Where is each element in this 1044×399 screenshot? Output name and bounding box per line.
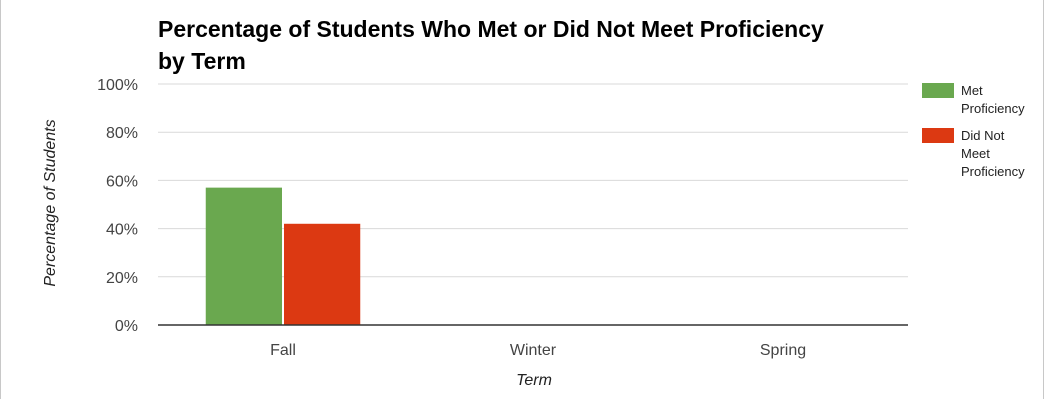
- y-tick-label: 0%: [115, 318, 138, 335]
- y-tick-label: 60%: [106, 173, 138, 190]
- chart-title-line-2: by Term: [158, 48, 246, 74]
- chart-title: Percentage of Students Who Met or Did No…: [158, 16, 824, 74]
- legend-label: Proficiency: [961, 164, 1025, 179]
- x-axis-title: Term: [516, 372, 552, 389]
- chart-title-line-1: Percentage of Students Who Met or Did No…: [158, 16, 824, 42]
- legend-label: Proficiency: [961, 101, 1025, 116]
- x-tick-label: Winter: [510, 342, 557, 359]
- gridlines: [158, 83, 908, 278]
- x-tick-label: Fall: [270, 342, 296, 359]
- legend: Met Proficiency Did Not Meet Proficiency: [922, 83, 1025, 179]
- bar-did-not-meet-proficiency-fall: [284, 223, 361, 325]
- legend-swatch: [922, 83, 954, 98]
- x-tick-label: Spring: [760, 342, 806, 359]
- y-tick-label: 20%: [106, 270, 138, 287]
- x-axis-tick-labels: Fall Winter Spring: [270, 342, 806, 359]
- bars: [158, 187, 908, 326]
- y-axis-tick-labels: 0% 20% 40% 60% 80% 100%: [97, 77, 138, 335]
- legend-label: Met: [961, 83, 983, 98]
- legend-label: Meet: [961, 146, 990, 161]
- y-tick-label: 100%: [97, 77, 138, 94]
- legend-label: Did Not: [961, 128, 1005, 143]
- y-tick-label: 80%: [106, 125, 138, 142]
- y-tick-label: 40%: [106, 222, 138, 239]
- axis-titles: Percentage of Students Term: [42, 119, 552, 389]
- bar-met-proficiency-fall: [205, 187, 282, 325]
- y-axis-title: Percentage of Students: [42, 119, 59, 286]
- legend-swatch: [922, 128, 954, 143]
